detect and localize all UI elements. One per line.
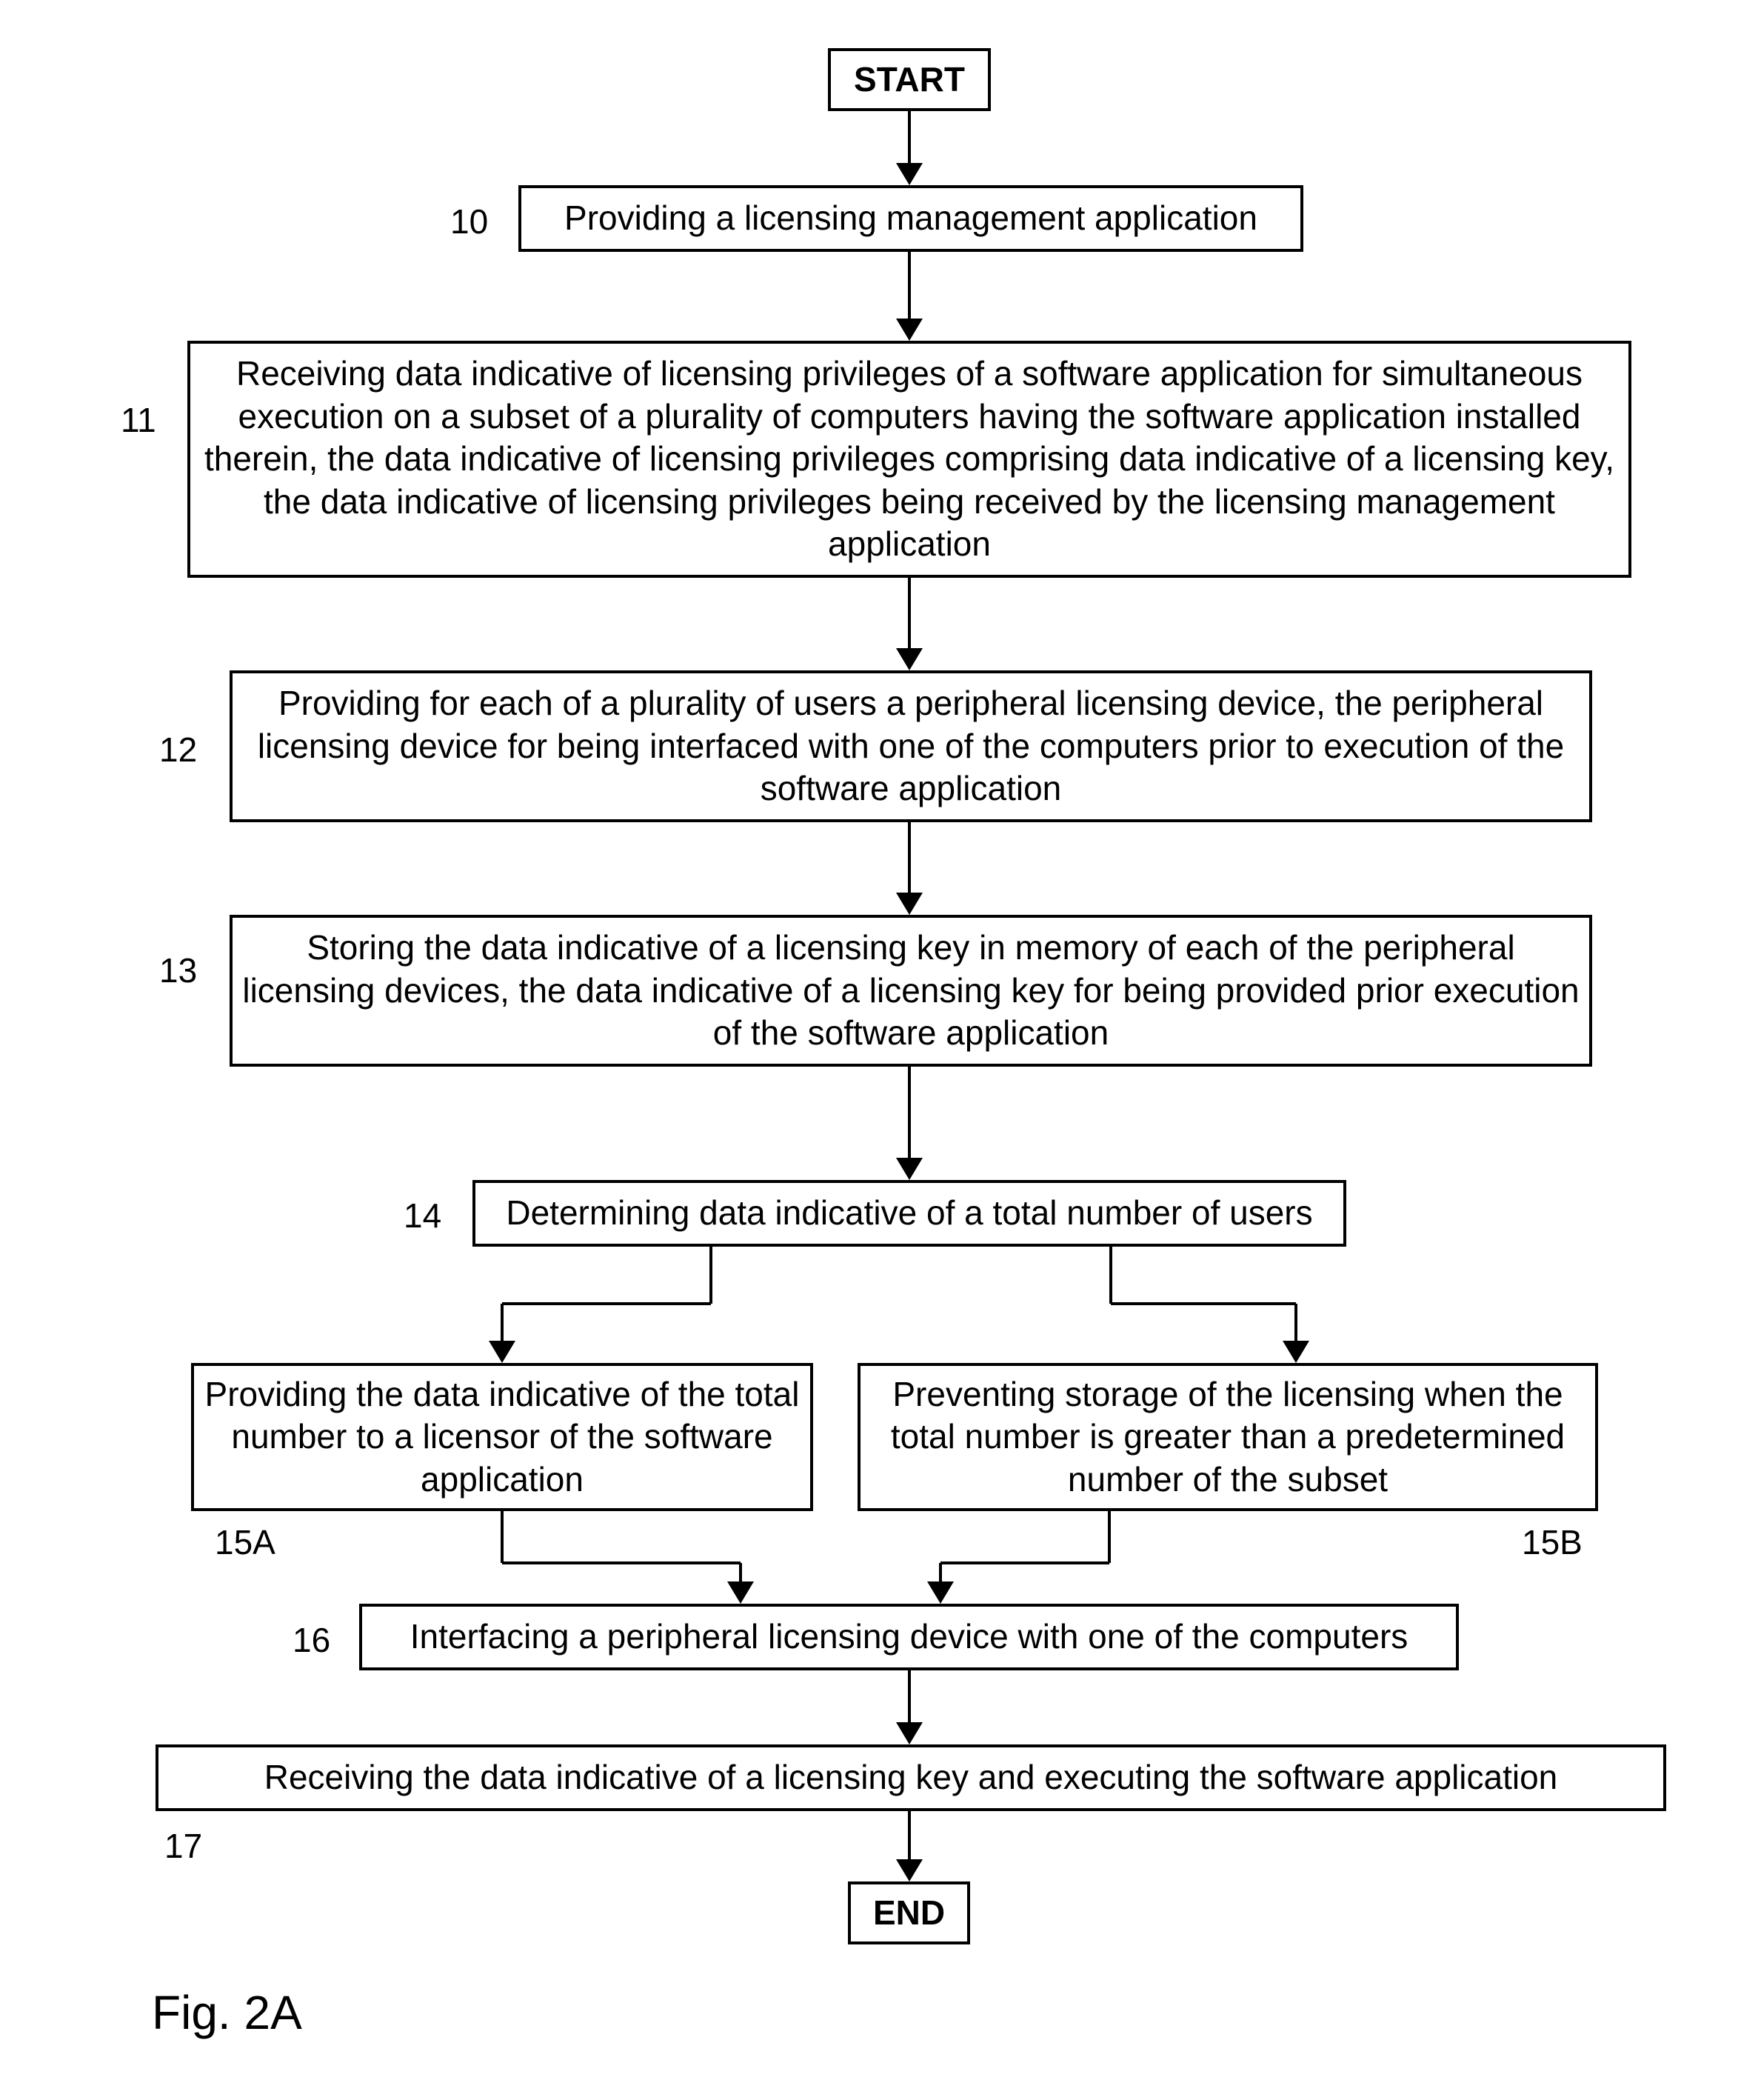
node-num-n14: 14 — [404, 1196, 441, 1236]
node-num-n10: 10 — [450, 201, 488, 241]
node-text-n13: Storing the data indicative of a licensi… — [233, 927, 1589, 1055]
node-text-n16: Interfacing a peripheral licensing devic… — [403, 1616, 1416, 1659]
node-text-n15b: Preventing storage of the licensing when… — [861, 1373, 1595, 1501]
node-text-n10: Providing a licensing management applica… — [557, 197, 1265, 240]
node-n15b: Preventing storage of the licensing when… — [858, 1363, 1598, 1511]
node-text-n12: Providing for each of a plurality of use… — [233, 682, 1589, 810]
node-text-start: START — [846, 59, 972, 101]
node-n10: Providing a licensing management applica… — [518, 185, 1303, 252]
node-text-n17: Receiving the data indicative of a licen… — [257, 1756, 1565, 1799]
node-n14: Determining data indicative of a total n… — [472, 1180, 1346, 1247]
flowchart-canvas: START Providing a licensing management ap… — [0, 0, 1741, 2100]
node-num-n15b: 15B — [1522, 1522, 1583, 1562]
node-num-n16: 16 — [293, 1620, 330, 1660]
node-n16: Interfacing a peripheral licensing devic… — [359, 1604, 1459, 1670]
node-num-n15a: 15A — [215, 1522, 275, 1562]
node-n13: Storing the data indicative of a licensi… — [230, 915, 1592, 1067]
node-n17: Receiving the data indicative of a licen… — [156, 1744, 1666, 1811]
node-n11: Receiving data indicative of licensing p… — [187, 341, 1631, 578]
node-end: END — [848, 1881, 970, 1944]
node-n15a: Providing the data indicative of the tot… — [191, 1363, 813, 1511]
node-num-n11: 11 — [121, 400, 156, 440]
node-num-n13: 13 — [159, 950, 197, 990]
node-text-end: END — [866, 1892, 952, 1935]
node-num-n12: 12 — [159, 730, 197, 770]
node-text-n14: Determining data indicative of a total n… — [498, 1192, 1320, 1235]
node-n12: Providing for each of a plurality of use… — [230, 670, 1592, 822]
node-text-n15a: Providing the data indicative of the tot… — [194, 1373, 810, 1501]
node-num-n17: 17 — [164, 1826, 202, 1866]
node-text-n11: Receiving data indicative of licensing p… — [190, 353, 1628, 566]
node-start: START — [828, 48, 991, 111]
figure-label: Fig. 2A — [152, 1985, 302, 2040]
